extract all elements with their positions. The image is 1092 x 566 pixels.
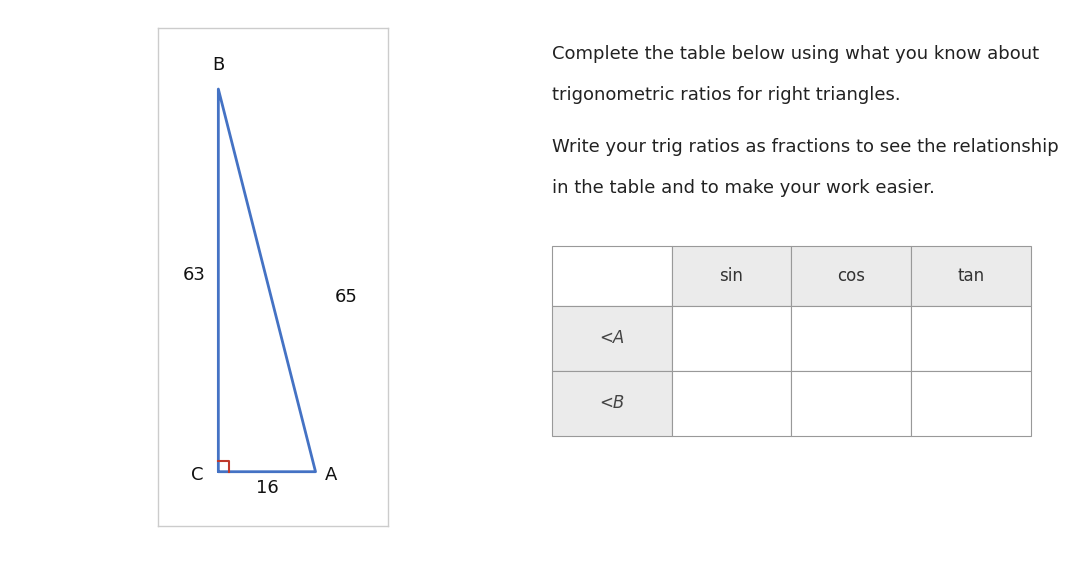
Bar [672,371,792,436]
Text: <B: <B [600,395,625,412]
Text: B: B [212,56,225,74]
Text: trigonometric ratios for right triangles.: trigonometric ratios for right triangles… [551,86,901,104]
Bar [792,306,911,371]
Bar [551,306,672,371]
Text: Complete the table below using what you know about: Complete the table below using what you … [551,45,1038,63]
Text: <A: <A [600,329,625,347]
Text: sin: sin [720,267,744,285]
Bar [551,371,672,436]
Text: tan: tan [958,267,984,285]
Bar [911,306,1031,371]
Bar [672,246,792,306]
Text: C: C [191,466,203,484]
Bar [672,306,792,371]
Bar [911,246,1031,306]
Text: cos: cos [838,267,865,285]
Text: in the table and to make your work easier.: in the table and to make your work easie… [551,179,935,197]
Bar [911,371,1031,436]
Text: Write your trig ratios as fractions to see the relationship: Write your trig ratios as fractions to s… [551,138,1058,156]
Text: 16: 16 [256,479,278,497]
Bar [551,246,672,306]
Bar [792,371,911,436]
Text: 65: 65 [334,288,357,306]
Bar [792,246,911,306]
Text: 63: 63 [182,267,205,284]
Text: A: A [324,466,337,484]
